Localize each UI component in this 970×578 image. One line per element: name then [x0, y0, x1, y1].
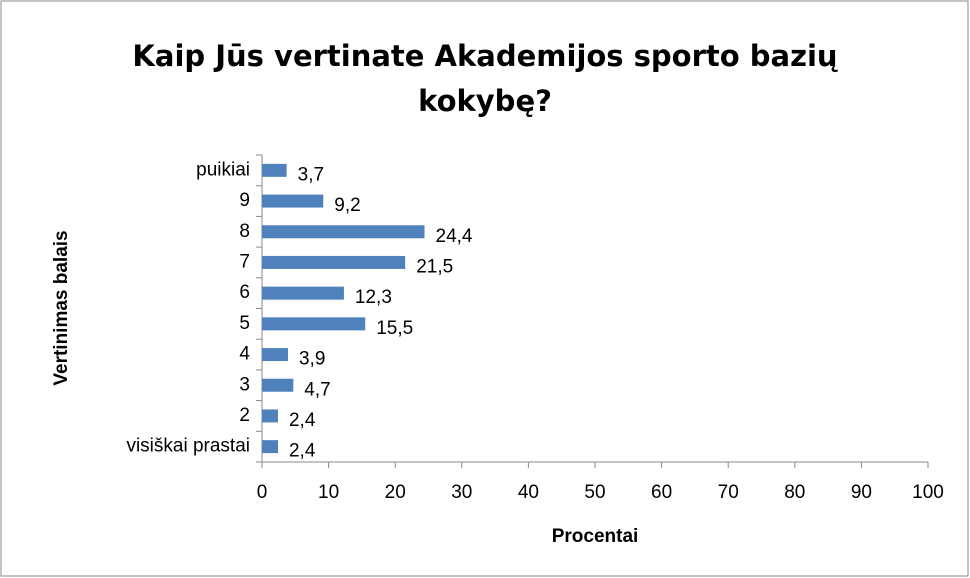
x-tick-label: 40 — [518, 482, 539, 503]
data-label: 2,4 — [289, 410, 316, 431]
chart-title: Kaip Jūs vertinate Akademijos sporto baz… — [132, 39, 838, 118]
title-box: Kaip Jūs vertinate Akademijos sporto baz… — [132, 39, 838, 118]
x-tick-label: 30 — [451, 482, 472, 503]
y-axis-label: Vertinimas balais — [51, 230, 72, 385]
y-tick-label: 9 — [239, 190, 250, 211]
y-tick-label: 8 — [239, 221, 250, 242]
bar — [262, 255, 406, 269]
bar — [262, 163, 287, 177]
bar — [262, 194, 324, 208]
y-tick-label: 2 — [239, 405, 250, 426]
y-tick-label: 6 — [239, 282, 250, 303]
x-tick-label: 100 — [912, 482, 944, 503]
bar — [262, 409, 278, 423]
x-tick-label: 60 — [651, 482, 672, 503]
y-tick-label: 4 — [239, 344, 250, 365]
y-tick-label: 5 — [239, 313, 250, 334]
data-label: 9,2 — [334, 195, 360, 216]
data-label: 2,4 — [289, 441, 316, 462]
bar — [262, 225, 425, 239]
x-tick-label: 80 — [784, 482, 805, 503]
x-axis-label: Procentai — [552, 526, 639, 547]
x-tick-label: 70 — [718, 482, 739, 503]
x-tick-label: 10 — [318, 482, 339, 503]
x-tick-label: 50 — [584, 482, 605, 503]
data-label: 15,5 — [376, 318, 413, 339]
data-label: 24,4 — [436, 226, 473, 247]
x-tick-label: 0 — [257, 482, 268, 503]
y-tick-label: puikiai — [196, 159, 250, 180]
data-label: 3,9 — [299, 349, 325, 370]
y-tick-label: visiškai prastai — [126, 436, 250, 457]
bar — [262, 348, 288, 362]
bar — [262, 317, 366, 331]
bar — [262, 286, 344, 300]
y-tick-label: 3 — [239, 374, 250, 395]
data-label: 21,5 — [416, 256, 453, 277]
x-tick-label: 20 — [385, 482, 406, 503]
data-label: 12,3 — [355, 287, 392, 308]
data-label: 4,7 — [304, 379, 330, 400]
data-label: 3,7 — [298, 164, 324, 185]
y-tick-label: 7 — [239, 251, 250, 272]
bar — [262, 440, 278, 454]
x-tick-label: 90 — [851, 482, 872, 503]
bar — [262, 378, 294, 392]
